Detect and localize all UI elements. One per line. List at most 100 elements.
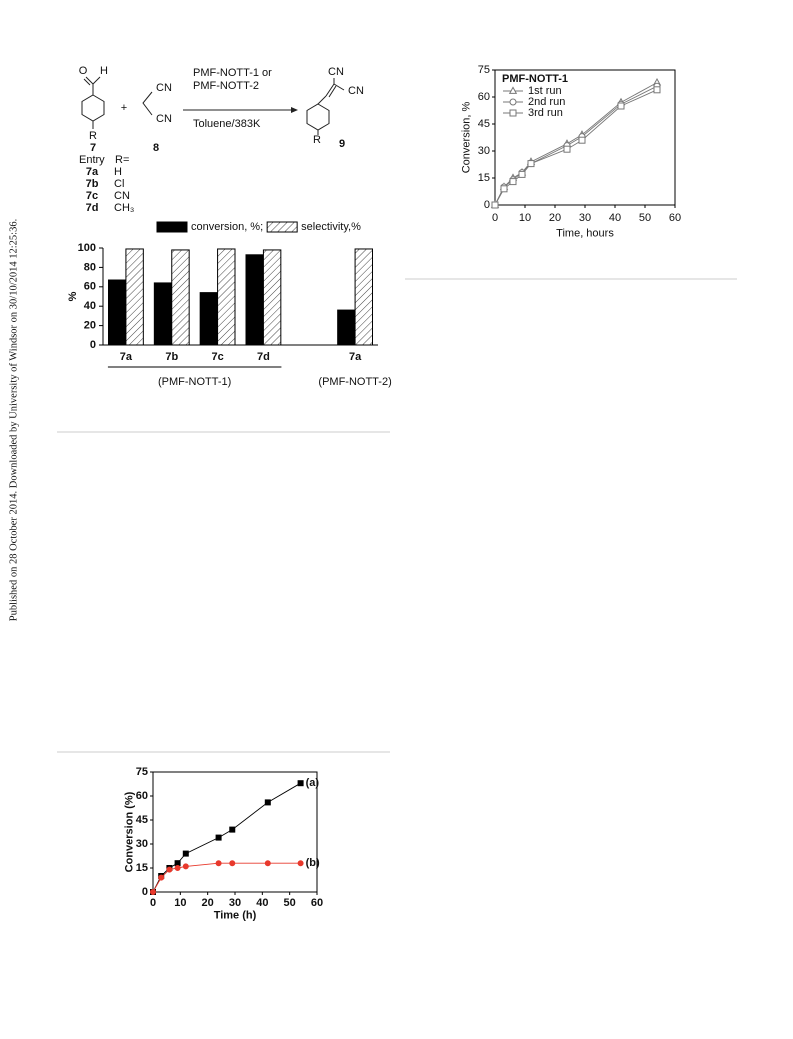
- compound-label: 9: [339, 138, 345, 150]
- bond: [317, 95, 327, 105]
- y-tick-label: 15: [136, 862, 148, 874]
- x-tick-label: 50: [284, 897, 296, 909]
- marker: [229, 860, 236, 867]
- atom: CN: [156, 82, 172, 94]
- entry-id: 7b: [86, 178, 99, 190]
- y-axis-label: %: [67, 291, 79, 301]
- bar: [337, 309, 356, 346]
- compound-label: 7: [90, 142, 96, 154]
- compound-label: 8: [153, 142, 159, 154]
- bar: [199, 292, 219, 346]
- watermark: Published on 28 October 2014. Downloaded…: [8, 219, 19, 621]
- y-tick-label: 30: [136, 838, 148, 850]
- bond: [92, 76, 101, 85]
- legend-label: selectivity,%: [301, 221, 361, 233]
- marker: [264, 799, 271, 806]
- entry-r: H: [114, 166, 122, 178]
- legend-swatch: [266, 221, 298, 233]
- y-tick-label: 60: [136, 790, 148, 802]
- x-tick-label: 40: [256, 897, 268, 909]
- entry-id: 7a: [86, 166, 99, 178]
- marker: [182, 863, 189, 870]
- atom: R: [89, 130, 97, 142]
- marker: [500, 185, 508, 193]
- marker: [509, 98, 517, 106]
- y-tick-label: 75: [136, 766, 148, 778]
- x-tick-label: 0: [492, 212, 498, 224]
- x-tick-label: 20: [549, 212, 561, 224]
- x-tick-label: 40: [609, 212, 621, 224]
- marker: [617, 102, 625, 110]
- x-tick-label: 7d: [257, 351, 270, 363]
- bar: [245, 254, 264, 346]
- marker: [150, 889, 156, 895]
- y-tick-label: 80: [84, 261, 96, 273]
- marker: [653, 86, 661, 94]
- table-header: Entry: [79, 154, 105, 166]
- y-tick-label: 0: [90, 339, 96, 351]
- legend-label: 2nd run: [528, 96, 565, 108]
- marker: [563, 145, 571, 153]
- x-tick-label: 60: [669, 212, 681, 224]
- plus: +: [121, 102, 127, 114]
- series-line: [152, 782, 301, 893]
- atom: R: [313, 134, 321, 146]
- marker: [509, 109, 517, 117]
- marker: [166, 866, 173, 873]
- y-tick-label: 60: [84, 281, 96, 293]
- x-tick-label: 7c: [211, 351, 223, 363]
- y-tick-label: 75: [478, 64, 490, 76]
- series-line: [494, 85, 658, 206]
- series-line: [494, 89, 658, 206]
- bar: [217, 248, 236, 346]
- marker: [297, 860, 304, 867]
- y-axis-label: Conversion (%): [124, 791, 136, 872]
- legend-label: (a): [306, 777, 320, 789]
- bond: [325, 83, 335, 97]
- y-tick-label: 40: [84, 300, 96, 312]
- x-axis-label: Time (h): [214, 910, 257, 922]
- y-tick-label: 15: [478, 172, 490, 184]
- marker: [215, 834, 222, 841]
- group-label: (PMF-NOTT-1): [158, 376, 231, 388]
- x-tick-label: 20: [202, 897, 214, 909]
- atom: CN: [156, 113, 172, 125]
- bar: [171, 249, 190, 346]
- y-tick-label: 30: [478, 145, 490, 157]
- entry-r: CN: [114, 190, 130, 202]
- x-tick-label: 7a: [349, 351, 362, 363]
- bond: [85, 76, 94, 85]
- legend-label: 1st run: [528, 85, 562, 97]
- y-tick-label: 0: [484, 199, 490, 211]
- y-tick-label: 45: [136, 814, 148, 826]
- atom: O: [79, 65, 88, 77]
- catalyst: PMF-NOTT-1 or: [193, 67, 272, 79]
- reaction-scheme: O H R 7 + CN CN 8 PMF-NOTT-1 or PMF-NOTT…: [79, 65, 364, 166]
- y-tick-label: 45: [478, 118, 490, 130]
- x-tick-label: 10: [174, 897, 186, 909]
- entry-r: Cl: [114, 178, 124, 190]
- group-label: (PMF-NOTT-2): [318, 376, 391, 388]
- arrowhead: [291, 107, 298, 113]
- y-tick-label: 100: [78, 242, 96, 254]
- y-axis-label: Conversion, %: [460, 102, 472, 174]
- x-tick-label: 30: [579, 212, 591, 224]
- x-tick-label: 10: [519, 212, 531, 224]
- x-tick-label: 30: [229, 897, 241, 909]
- bar: [125, 248, 144, 346]
- bond: [333, 83, 345, 91]
- ring: [81, 94, 105, 122]
- entry-r: CH₃: [114, 202, 134, 214]
- atom: CN: [348, 85, 364, 97]
- marker: [578, 136, 586, 144]
- bond: [142, 91, 153, 116]
- ring: [306, 103, 330, 131]
- legend-label: 3rd run: [528, 107, 563, 119]
- entry-id: 7c: [86, 190, 98, 202]
- catalyst: PMF-NOTT-2: [193, 80, 259, 92]
- legend-title: PMF-NOTT-1: [502, 73, 568, 85]
- marker: [491, 201, 499, 209]
- x-tick-label: 0: [150, 897, 156, 909]
- marker: [527, 160, 535, 168]
